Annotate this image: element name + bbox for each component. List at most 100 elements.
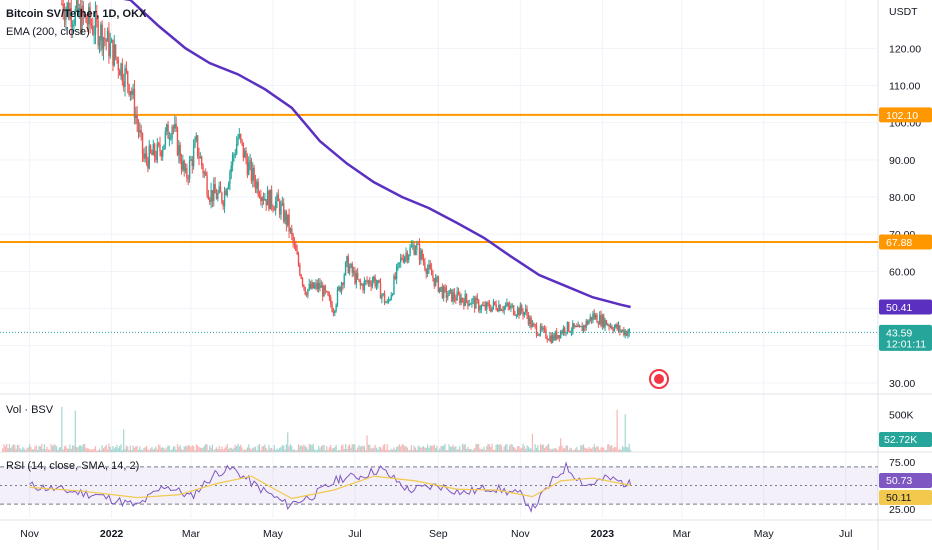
candle-body <box>218 186 220 193</box>
countdown-label: 12:01:11 <box>886 338 926 350</box>
candle-body <box>500 309 503 311</box>
volume-bar <box>515 449 517 452</box>
volume-bar <box>351 444 353 452</box>
candle-body <box>202 165 204 174</box>
candle-body <box>367 280 370 283</box>
volume-bar <box>211 444 214 452</box>
candle-body <box>480 305 483 310</box>
volume-bar <box>323 444 325 452</box>
rsi-legend[interactable]: RSI (14, close, SMA, 14, 2) <box>6 460 140 472</box>
volume-bar <box>275 449 277 452</box>
candle-body <box>471 299 473 304</box>
volume-bar <box>141 450 144 452</box>
volume-bar <box>447 450 449 452</box>
volume-bar <box>182 449 184 452</box>
volume-bar <box>205 443 207 452</box>
volume-bar <box>451 446 453 452</box>
candle-body <box>272 206 274 210</box>
candle-body <box>297 254 300 265</box>
candle-body <box>464 294 466 306</box>
price-tick-label: 100.00 <box>889 118 921 130</box>
candle-body <box>288 214 290 232</box>
volume-bar <box>213 450 215 452</box>
volume-bar <box>178 447 180 452</box>
candle-body <box>417 243 419 245</box>
candle-body <box>78 7 81 15</box>
volume-bar <box>78 445 80 452</box>
volume-bar <box>35 445 37 452</box>
volume-bar <box>533 450 535 452</box>
candle-body <box>562 327 565 334</box>
volume-bar <box>8 444 11 452</box>
volume-bar <box>405 446 407 452</box>
candle-body <box>213 184 215 202</box>
volume-bar <box>421 447 423 452</box>
volume-bar <box>45 449 47 452</box>
volume-bar <box>280 447 282 452</box>
candle-body <box>589 316 591 321</box>
volume-bar <box>390 448 392 452</box>
candle-body <box>371 280 374 287</box>
candle-body <box>253 167 255 182</box>
volume-bar <box>592 447 594 452</box>
candle-body <box>248 162 250 175</box>
candle-body <box>547 339 550 341</box>
volume-legend[interactable]: Vol · BSV <box>6 404 54 416</box>
candle-body <box>168 138 171 140</box>
candle-body <box>254 181 257 189</box>
volume-bar <box>605 450 607 452</box>
volume-bar <box>15 448 17 452</box>
volume-bar <box>23 448 25 452</box>
volume-bar <box>39 446 41 452</box>
volume-bar <box>109 446 111 452</box>
candle-body <box>229 171 231 185</box>
candle-body <box>518 308 520 316</box>
candle-body <box>434 277 437 286</box>
candle-body <box>233 154 235 156</box>
ema-legend[interactable]: EMA (200, close) <box>6 26 90 38</box>
volume-bar <box>591 448 593 452</box>
volume-bar <box>393 447 395 452</box>
volume-bar <box>358 444 360 452</box>
candle-body <box>104 37 106 40</box>
volume-bar <box>404 446 406 452</box>
candle-body <box>342 283 344 285</box>
candle-body <box>537 334 539 336</box>
candle-body <box>102 37 105 50</box>
candle-body <box>182 160 184 170</box>
volume-bar <box>7 447 9 452</box>
candle-body <box>144 153 146 159</box>
candle-body <box>576 326 578 328</box>
volume-bar <box>76 447 78 452</box>
symbol-title[interactable]: Bitcoin SV/Tether, 1D, OKX <box>6 8 147 20</box>
candle-body <box>277 194 280 202</box>
candle-body <box>215 193 218 200</box>
candle-body <box>311 282 313 289</box>
volume-bar <box>412 450 414 452</box>
volume-bar <box>136 445 138 452</box>
candle-body <box>502 309 504 311</box>
volume-bar <box>401 444 403 452</box>
volume-bar <box>482 448 484 452</box>
volume-bar <box>139 446 141 452</box>
candle-body <box>597 322 600 325</box>
candle-body <box>546 338 548 340</box>
volume-bar <box>425 447 427 452</box>
volume-bar <box>581 445 583 452</box>
volume-bar <box>370 448 372 452</box>
candle-body <box>237 137 239 144</box>
volume-bar <box>131 450 133 452</box>
volume-bar <box>81 446 83 452</box>
volume-bar <box>291 445 293 452</box>
candle-body <box>543 328 546 330</box>
rsi-ma-line <box>29 475 631 500</box>
candle-body <box>73 24 75 26</box>
candle-body <box>86 22 89 25</box>
candle-body <box>399 257 402 263</box>
volume-bar <box>596 445 598 452</box>
candle-body <box>163 144 165 150</box>
volume-bar <box>452 444 454 452</box>
candle-body <box>508 305 511 309</box>
volume-bar <box>392 449 394 452</box>
